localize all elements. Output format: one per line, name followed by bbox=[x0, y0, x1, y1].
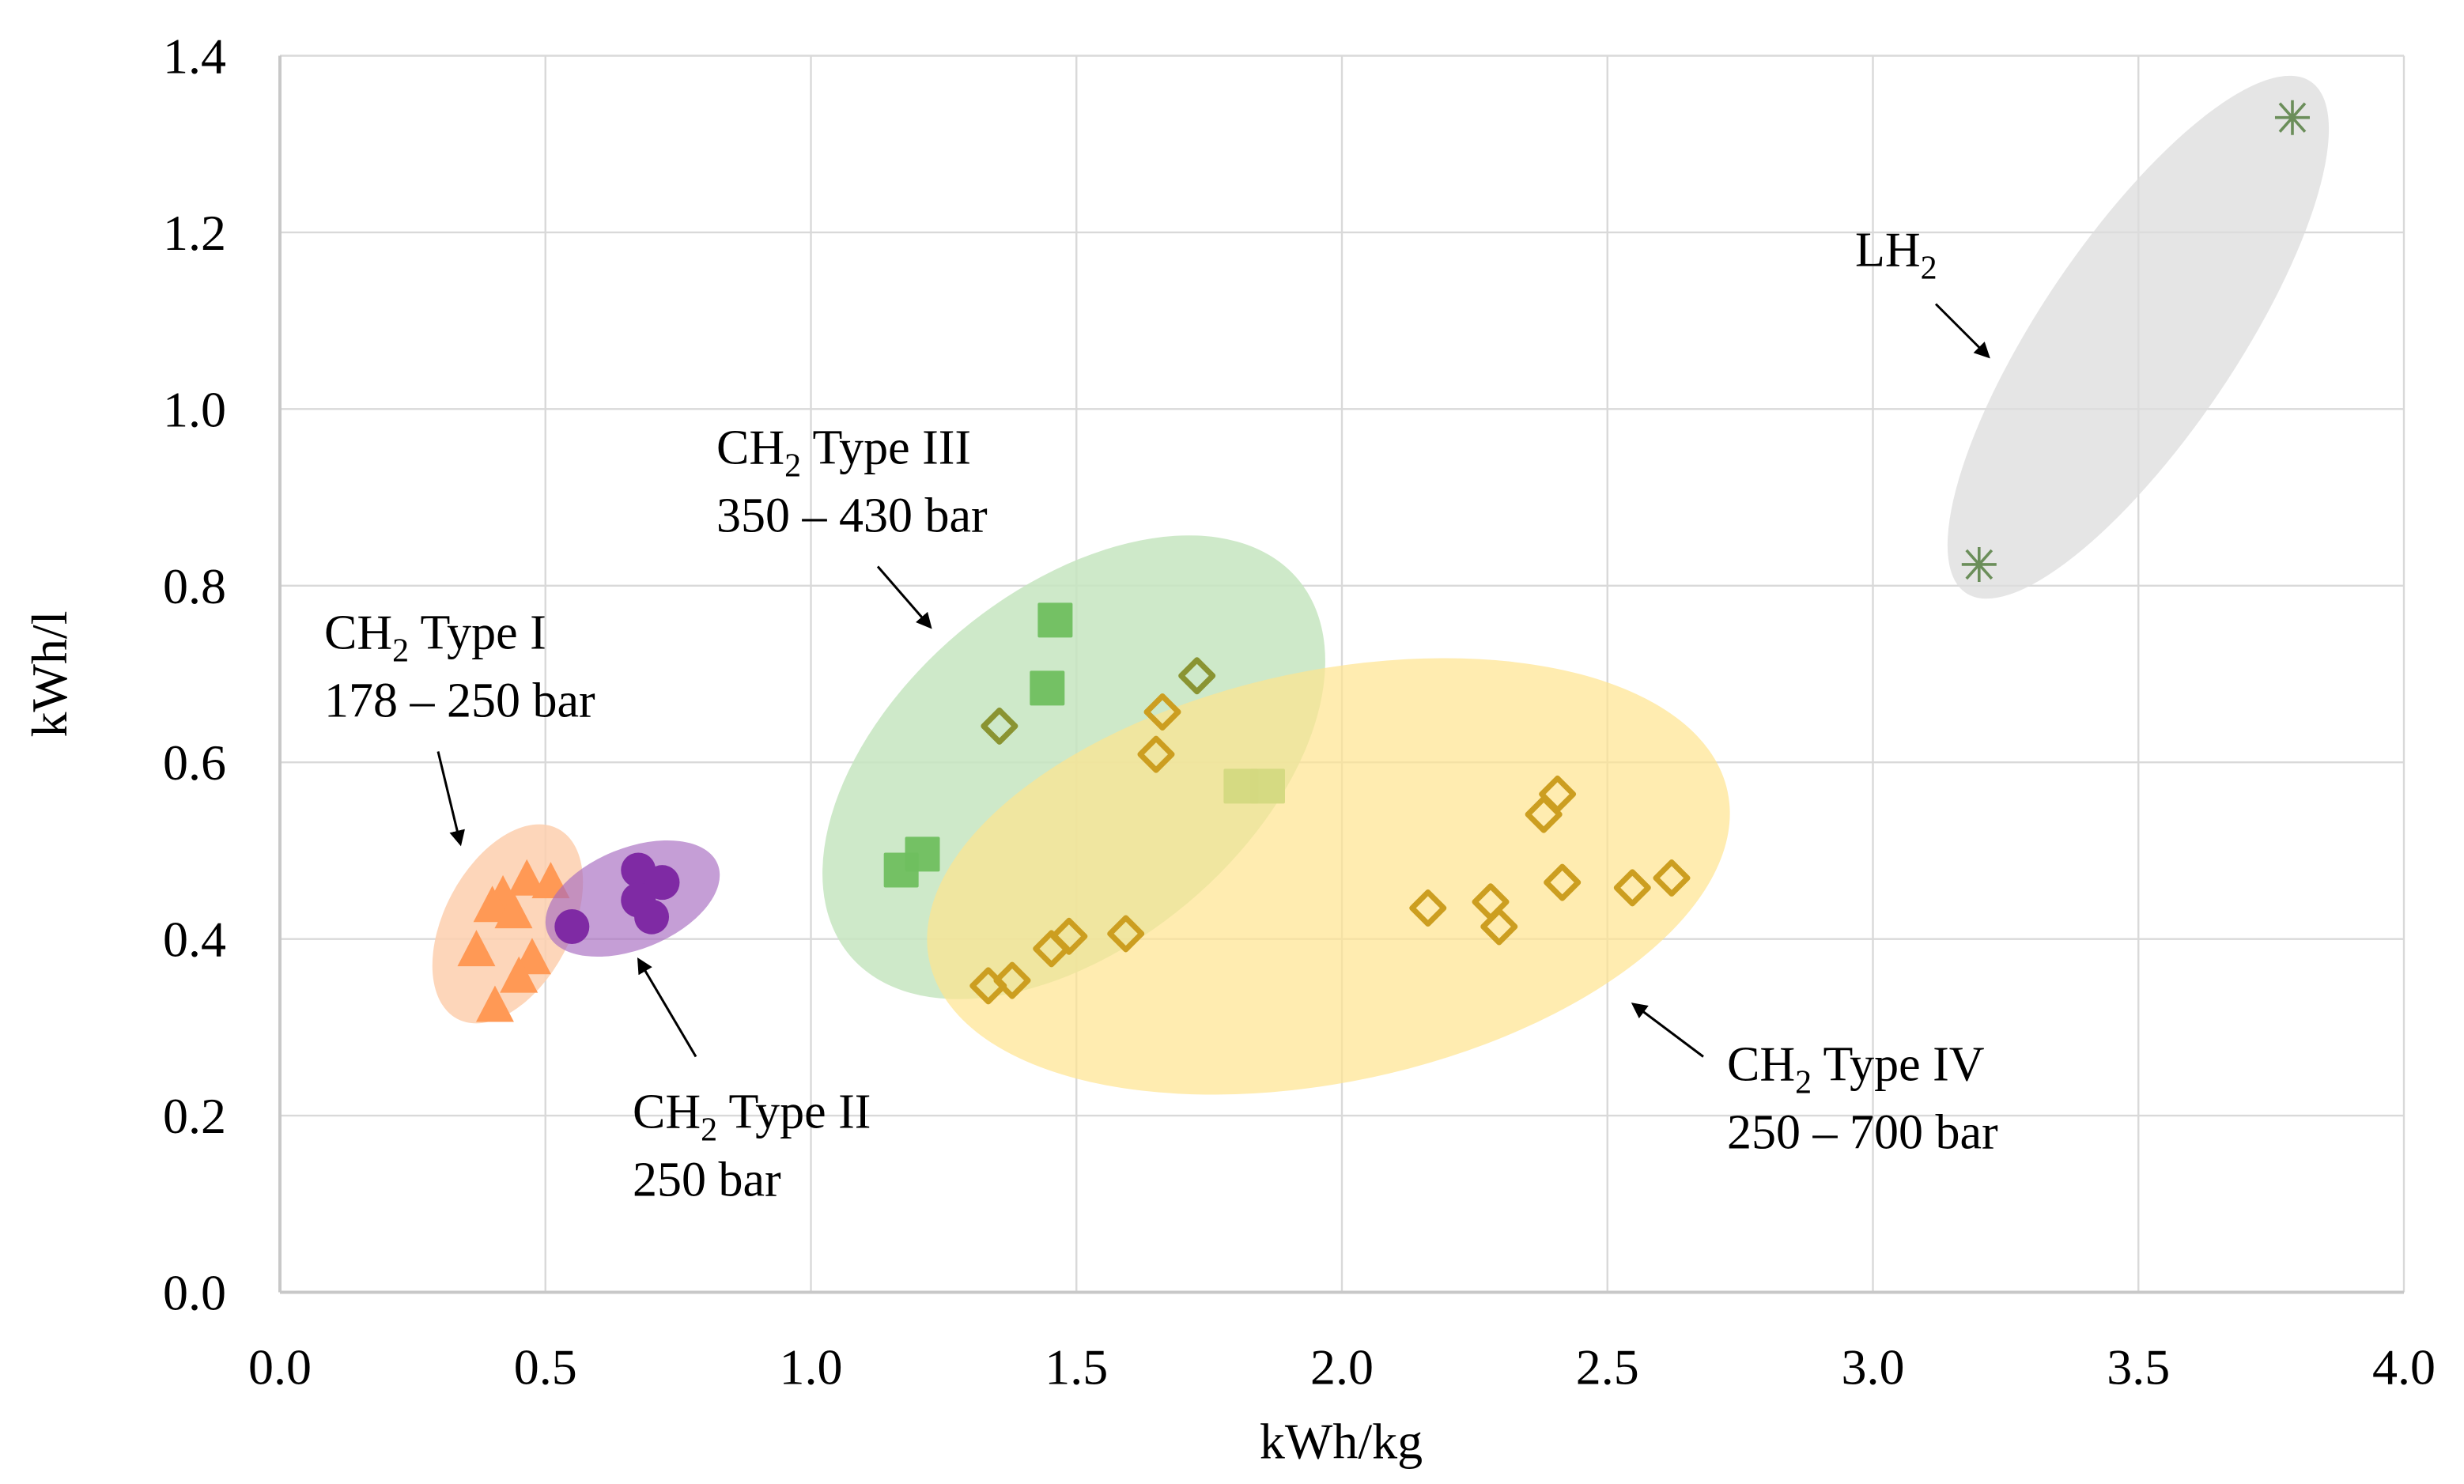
data-point-ch2-type-iv bbox=[1143, 693, 1181, 731]
arrow bbox=[637, 957, 697, 1058]
y-tick-label: 1.4 bbox=[163, 28, 226, 85]
data-point-ch2-type-iv bbox=[1409, 889, 1447, 927]
data-point-lh2 bbox=[2274, 100, 2310, 135]
type4-region bbox=[927, 658, 1730, 1095]
annotation-lh2-sub: 2 bbox=[1921, 251, 1937, 287]
svg-text:CH2 Type II: CH2 Type II bbox=[633, 1086, 871, 1149]
data-point-lh2 bbox=[1961, 546, 1997, 582]
y-tick-label: 1.0 bbox=[163, 381, 226, 437]
data-point-ch2-type-ii bbox=[554, 909, 590, 945]
annotation-type2-main: CH bbox=[633, 1086, 701, 1139]
svg-text:CH2 Type III: CH2 Type III bbox=[716, 421, 971, 485]
data-point-ch2-type-ii bbox=[644, 865, 680, 901]
data-point-ch2-type-i bbox=[473, 885, 512, 923]
data-point-ch2-type-i bbox=[475, 985, 514, 1022]
x-tick-label: 4.0 bbox=[2372, 1339, 2436, 1395]
annotation-type1-pressure: 178 – 250 bar bbox=[324, 674, 595, 728]
x-tick-label: 0.0 bbox=[248, 1339, 312, 1395]
svg-text:CH2 Type I: CH2 Type I bbox=[324, 606, 546, 670]
y-tick-label: 0.0 bbox=[163, 1265, 226, 1321]
data-point-ch2-type-ii bbox=[634, 899, 670, 935]
data-point-ch2-type-iv bbox=[1050, 917, 1088, 955]
data-point-ch2-type-iv bbox=[1480, 908, 1518, 946]
x-tick-label: 2.0 bbox=[1310, 1339, 1374, 1395]
arrow bbox=[1631, 1003, 1704, 1058]
arrow bbox=[1934, 303, 1990, 359]
annotation-type4-rest: Type IV bbox=[1812, 1038, 1985, 1092]
annotation-type3-pressure: 350 – 430 bar bbox=[716, 489, 988, 543]
y-tick-label: 0.2 bbox=[163, 1088, 226, 1144]
annotation-type4: CH2 Type IV 250 – 700 bar bbox=[1631, 1003, 1998, 1160]
annotation-type1: CH2 Type I 178 – 250 bar bbox=[324, 606, 595, 847]
data-point-ch2-type-iv bbox=[1107, 915, 1145, 953]
arrow bbox=[436, 751, 465, 847]
x-tick-label: 3.5 bbox=[2107, 1339, 2170, 1395]
annotation-lh2: LH2 bbox=[1855, 224, 1990, 359]
data-point-ch2-type-i bbox=[457, 930, 496, 967]
annotation-type1-rest: Type I bbox=[409, 606, 546, 660]
data-point-ch2-type-i bbox=[508, 859, 546, 896]
x-axis-label: kWh/kg bbox=[1260, 1414, 1423, 1470]
annotation-lh2-main: LH bbox=[1855, 224, 1921, 278]
annotation-type3-sub: 2 bbox=[784, 448, 801, 485]
y-tick-label: 0.6 bbox=[163, 734, 226, 791]
annotation-type4-pressure: 250 – 700 bar bbox=[1727, 1106, 1998, 1160]
data-point-ch2-type-iv bbox=[1613, 869, 1651, 907]
x-tick-labels: 0.0 0.5 1.0 1.5 2.0 2.5 3.0 3.5 4.0 bbox=[248, 1339, 2436, 1395]
data-point-ch2-type-i bbox=[494, 892, 533, 929]
x-tick-label: 1.0 bbox=[780, 1339, 843, 1395]
y-tick-label: 0.8 bbox=[163, 558, 226, 614]
annotation-type3-rest: Type III bbox=[801, 421, 971, 475]
x-tick-label: 2.5 bbox=[1576, 1339, 1639, 1395]
y-axis-label: kWh/l bbox=[21, 611, 77, 738]
data-point-ch2-type-iii-diamond bbox=[1178, 657, 1216, 695]
annotation-type2-sub: 2 bbox=[701, 1112, 717, 1149]
annotation-type4-sub: 2 bbox=[1795, 1065, 1812, 1101]
data-point-ch2-type-i bbox=[500, 956, 539, 993]
data-point-ch2-type-iv bbox=[1544, 863, 1582, 901]
annotation-type2: CH2 Type II 250 bar bbox=[633, 957, 871, 1207]
data-point-ch2-type-iii bbox=[1030, 670, 1065, 706]
annotation-type3: CH2 Type III 350 – 430 bar bbox=[716, 421, 988, 629]
data-point-ch2-type-iv bbox=[1137, 735, 1175, 773]
svg-text:CH2 Type IV: CH2 Type IV bbox=[1727, 1038, 1985, 1101]
y-tick-label: 1.2 bbox=[163, 205, 226, 261]
data-point-ch2-type-iv bbox=[993, 961, 1031, 999]
annotation-type1-main: CH bbox=[324, 606, 392, 660]
svg-text:LH2: LH2 bbox=[1855, 224, 1937, 287]
annotation-type3-main: CH bbox=[716, 421, 784, 475]
y-tick-label: 0.4 bbox=[163, 912, 226, 968]
data-point-ch2-type-iii-diamond bbox=[981, 707, 1018, 745]
annotation-type2-rest: Type II bbox=[717, 1086, 871, 1139]
annotation-type4-main: CH bbox=[1727, 1038, 1795, 1092]
data-point-ch2-type-iv bbox=[1653, 859, 1691, 897]
data-point-ch2-type-iii bbox=[883, 852, 919, 888]
arrow bbox=[876, 565, 932, 629]
data-point-ch2-type-iv bbox=[1539, 775, 1577, 813]
annotation-type1-sub: 2 bbox=[392, 633, 409, 670]
x-tick-label: 3.0 bbox=[1842, 1339, 1905, 1395]
data-point-ch2-type-iii bbox=[1037, 602, 1073, 638]
x-tick-label: 1.5 bbox=[1045, 1339, 1108, 1395]
points-layer-3 bbox=[554, 852, 680, 945]
y-tick-labels: 0.0 0.2 0.4 0.6 0.8 1.0 1.2 1.4 bbox=[163, 28, 226, 1321]
lh2-region bbox=[1947, 75, 2330, 599]
annotation-type2-pressure: 250 bar bbox=[633, 1154, 781, 1207]
x-tick-label: 0.5 bbox=[514, 1339, 577, 1395]
points-layer-2 bbox=[969, 100, 2310, 1005]
